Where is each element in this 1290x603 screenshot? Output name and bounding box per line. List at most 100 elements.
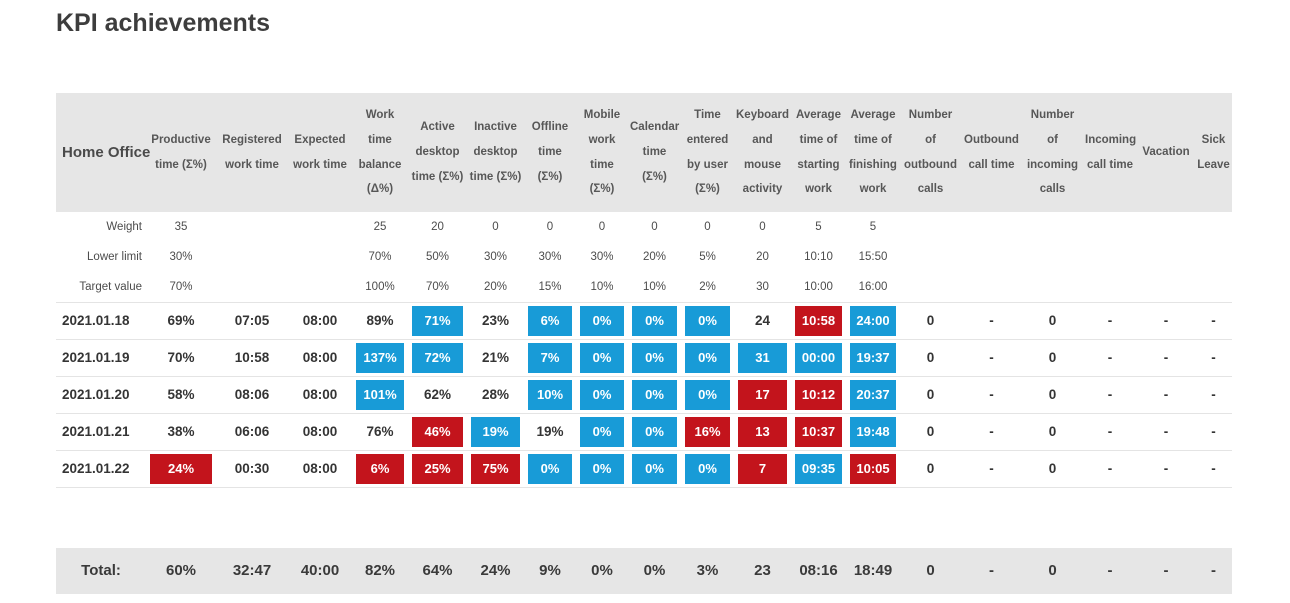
limit-value-cell [961, 212, 1022, 242]
kpi-value-cell: 31 [734, 339, 791, 376]
kpi-table-limits-section: Weight 35 25 20 0 0 0 0 0 0 5 5 Lower limit 30% 70% 50%… [56, 212, 1232, 302]
limit-value-cell: 0 [651, 221, 658, 233]
kpi-value-cell: - [1107, 350, 1113, 365]
kpi-achieved-badge: 0% [632, 305, 677, 336]
kpi-value-cell: 7% [524, 339, 576, 376]
kpi-value-cell: 17 [734, 376, 791, 413]
limit-row: Weight 35 25 20 0 0 0 0 0 0 5 5 [56, 212, 1232, 242]
limit-value-cell [288, 212, 352, 242]
kpi-value-cell: 10:58 [791, 302, 846, 339]
kpi-value-cell: 10:12 [791, 376, 846, 413]
limit-value-cell: 5 [815, 221, 822, 233]
kpi-value-cell: 28% [481, 387, 510, 402]
limit-value-cell [216, 212, 288, 242]
kpi-value-cell: 62% [423, 387, 452, 402]
kpi-achieved-badge: 0% [632, 416, 677, 447]
table-total-gap [56, 488, 1290, 548]
kpi-value-cell: 09:35 [791, 450, 846, 487]
column-header-11: Average time of starting work [791, 93, 846, 212]
kpi-value-cell: 07:05 [234, 313, 270, 328]
kpi-achieved-badge: 0% [580, 379, 624, 410]
column-header-14: Outbound call time [961, 93, 1022, 212]
kpi-table: Home Office Productive time (Σ%) Registere… [56, 93, 1232, 488]
kpi-achieved-badge: 31 [738, 342, 787, 373]
limit-value-cell [216, 272, 288, 302]
kpi-value-cell: 16% [681, 413, 734, 450]
limit-value-cell: 30% [169, 251, 193, 263]
kpi-achieved-badge: 0% [685, 305, 730, 336]
kpi-achieved-badge: 0% [580, 416, 624, 447]
date-cell: 2021.01.22 [62, 461, 130, 476]
kpi-missed-badge: 10:05 [850, 453, 896, 484]
kpi-value-cell: 0% [628, 339, 681, 376]
total-value-cell: 24% [467, 547, 524, 594]
kpi-achieved-badge: 0% [685, 342, 730, 373]
limit-value-cell [288, 242, 352, 272]
limit-value-cell [1022, 212, 1083, 242]
kpi-value-cell: - [1211, 387, 1216, 402]
total-value-cell: 60% [146, 547, 216, 594]
column-header-12: Average time of finishing work [846, 93, 900, 212]
kpi-achieved-badge: 0% [580, 453, 624, 484]
kpi-missed-badge: 75% [471, 453, 520, 484]
limit-value-cell: 20 [756, 251, 769, 263]
day-row: 2021.01.20 58% 08:06 08:00 101% 62% 28% 10% 0% 0%… [56, 376, 1232, 413]
column-header-3: Work time balance (Δ%) [352, 93, 408, 212]
kpi-value-cell: 24:00 [846, 302, 900, 339]
kpi-missed-badge: 13 [738, 416, 787, 447]
kpi-achieved-badge: 0% [580, 342, 624, 373]
kpi-missed-badge: 6% [356, 453, 404, 484]
limit-value-cell [1083, 242, 1137, 272]
kpi-value-cell: - [989, 424, 994, 439]
limit-value-cell [1083, 272, 1137, 302]
limit-value-cell: 70% [368, 251, 392, 263]
total-label: Total: [56, 547, 146, 594]
limit-value-cell [1022, 242, 1083, 272]
limit-value-cell [961, 272, 1022, 302]
total-value-cell: - [1083, 547, 1137, 594]
limit-value-cell: 2% [699, 280, 716, 293]
kpi-value-cell: 0% [681, 376, 734, 413]
kpi-value-cell: - [1163, 424, 1169, 439]
kpi-value-cell: 19% [536, 424, 564, 439]
kpi-value-cell: 19:37 [846, 339, 900, 376]
kpi-value-cell: 0 [926, 461, 935, 476]
limit-value-cell: 15% [538, 280, 562, 293]
total-value-cell: 0% [628, 547, 681, 594]
kpi-value-cell: 21% [481, 350, 510, 365]
kpi-value-cell: 0% [576, 376, 628, 413]
total-value-cell: 08:16 [791, 547, 846, 594]
limit-value-cell: 15:50 [858, 251, 888, 263]
page-title: KPI achievements [56, 9, 270, 37]
limit-value-cell: 20% [483, 280, 508, 293]
kpi-achieved-badge: 0% [685, 379, 730, 410]
kpi-achieved-badge: 0% [528, 453, 572, 484]
limit-value-cell [961, 242, 1022, 272]
kpi-value-cell: 08:00 [302, 387, 338, 402]
limit-value-cell: 70% [169, 280, 193, 293]
kpi-value-cell: 0 [1048, 424, 1057, 439]
kpi-total-table: Total: 60% 32:47 40:00 82% 64% 24% 9% 0% 0% 3% 23 08… [56, 547, 1232, 594]
total-value-cell: 0 [1022, 547, 1083, 594]
column-header-17: Vacation [1137, 93, 1195, 212]
kpi-value-cell: - [1107, 313, 1113, 328]
limit-value-cell: 50% [425, 251, 450, 263]
kpi-value-cell: 69% [167, 313, 195, 328]
kpi-value-cell: 0 [926, 313, 935, 328]
kpi-missed-badge: 10:58 [795, 305, 842, 336]
kpi-value-cell: 23% [481, 313, 510, 328]
day-row: 2021.01.19 70% 10:58 08:00 137% 72% 21% 7% 0% 0% 0… [56, 339, 1232, 376]
limit-value-cell [1137, 212, 1195, 242]
limit-value-cell: 20 [431, 221, 444, 233]
kpi-achieved-badge: 0% [632, 453, 677, 484]
kpi-value-cell: - [989, 461, 994, 476]
kpi-value-cell: 0% [524, 450, 576, 487]
limit-value-cell: 100% [365, 280, 395, 293]
kpi-achieved-badge: 19:48 [850, 416, 896, 447]
column-header-8: Calendar time (Σ%) [628, 93, 681, 212]
limit-value-cell: 10:10 [804, 251, 833, 263]
limit-value-cell: 10:00 [804, 280, 833, 293]
kpi-value-cell: 0% [576, 413, 628, 450]
limit-value-cell [900, 212, 961, 242]
kpi-value-cell: 20:37 [846, 376, 900, 413]
